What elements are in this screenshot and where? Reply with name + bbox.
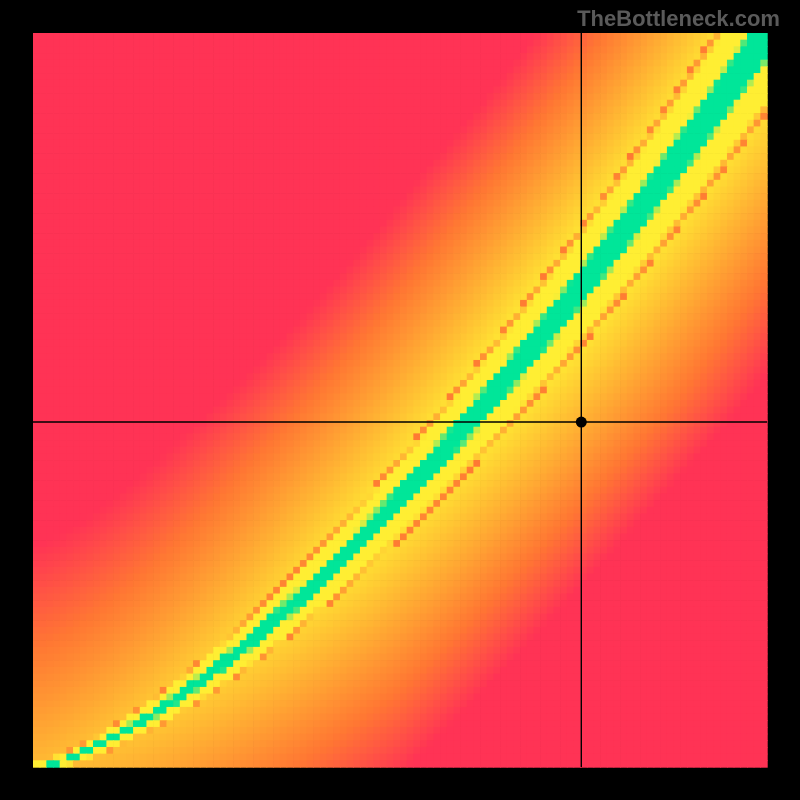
bottleneck-heatmap bbox=[0, 0, 800, 800]
watermark-text: TheBottleneck.com bbox=[577, 6, 780, 32]
figure-container: TheBottleneck.com bbox=[0, 0, 800, 800]
